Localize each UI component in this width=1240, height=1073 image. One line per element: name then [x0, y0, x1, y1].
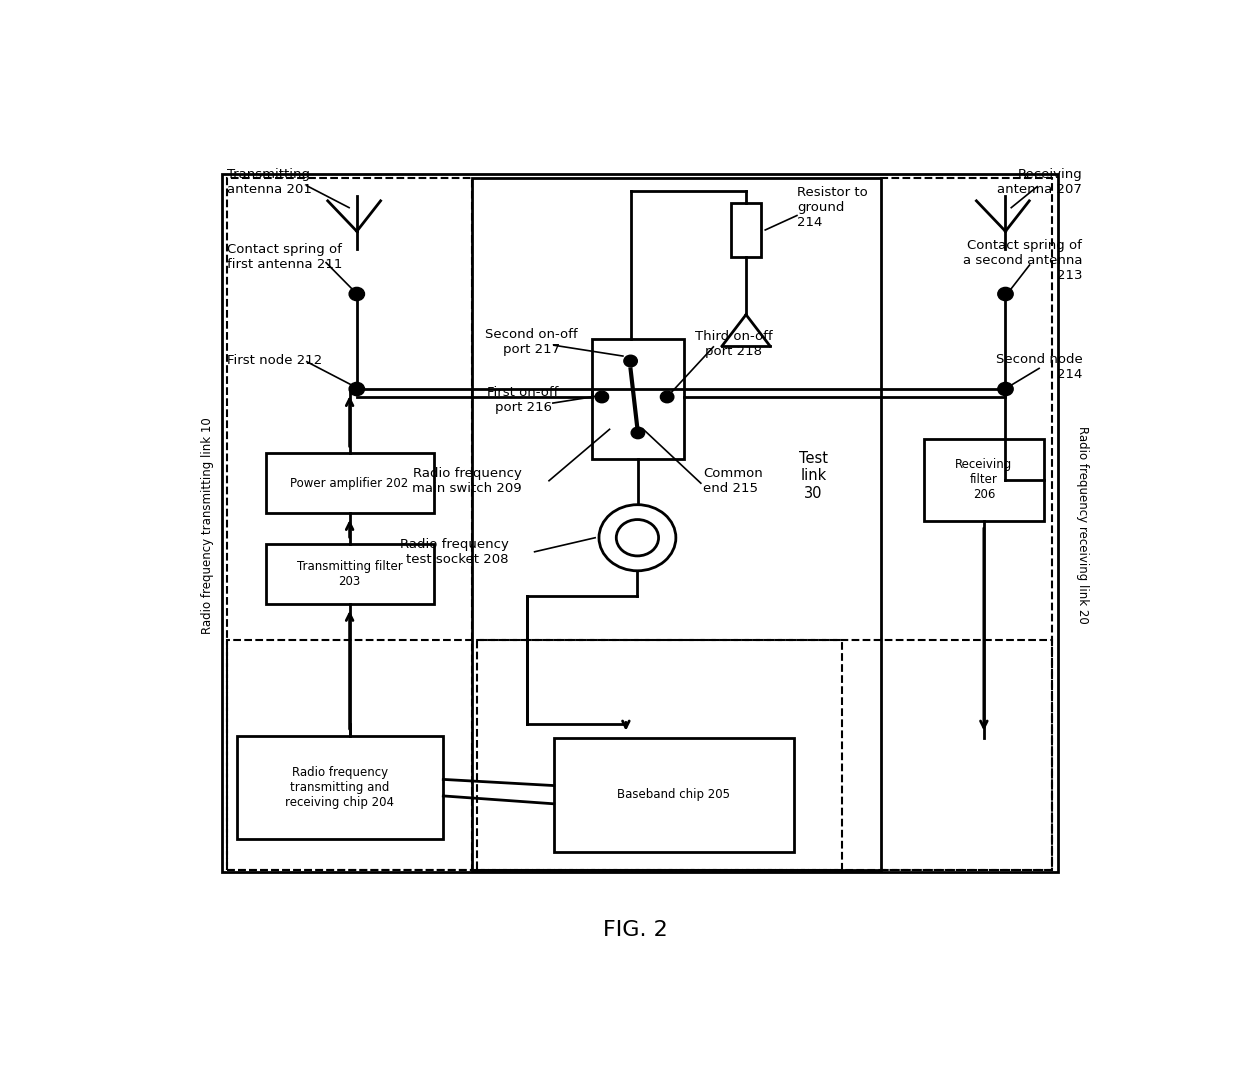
Bar	[730, 203, 761, 256]
Bar	[472, 177, 880, 870]
Circle shape	[631, 427, 645, 439]
Circle shape	[350, 288, 365, 300]
Text: Resistor to
ground
214: Resistor to ground 214	[797, 186, 868, 229]
Bar	[237, 736, 444, 839]
Circle shape	[998, 382, 1013, 396]
Text: First on-off
port 216: First on-off port 216	[487, 386, 559, 414]
Text: Radio frequency
main switch 209: Radio frequency main switch 209	[413, 467, 522, 495]
Circle shape	[599, 504, 676, 571]
Bar	[265, 544, 434, 604]
Circle shape	[998, 288, 1013, 300]
Bar	[924, 439, 1044, 521]
Text: Second node
214: Second node 214	[996, 353, 1083, 381]
Circle shape	[624, 355, 637, 367]
Text: FIG. 2: FIG. 2	[603, 921, 668, 940]
Circle shape	[350, 382, 365, 396]
Text: Third on-off
port 218: Third on-off port 218	[694, 329, 773, 357]
Text: Contact spring of
a second antenna
213: Contact spring of a second antenna 213	[963, 239, 1083, 282]
Text: Radio frequency receiving link 20: Radio frequency receiving link 20	[1076, 426, 1089, 624]
Bar	[477, 641, 842, 870]
Text: Common
end 215: Common end 215	[703, 467, 763, 495]
Text: Receiving
antenna 207: Receiving antenna 207	[997, 168, 1083, 196]
Text: Second on-off
port 217: Second on-off port 217	[485, 328, 578, 356]
Text: Transmitting filter
203: Transmitting filter 203	[296, 560, 403, 588]
Bar	[227, 177, 472, 870]
Text: Contact spring of
first antenna 211: Contact spring of first antenna 211	[227, 242, 342, 270]
Circle shape	[595, 392, 609, 402]
Circle shape	[661, 392, 673, 402]
Text: First node 212: First node 212	[227, 354, 322, 367]
Bar	[593, 339, 683, 459]
Bar	[222, 174, 1058, 872]
Text: Power amplifier 202: Power amplifier 202	[290, 476, 409, 489]
Text: Radio frequency
test socket 208: Radio frequency test socket 208	[399, 538, 508, 565]
Text: Transmitting
antenna 201: Transmitting antenna 201	[227, 168, 312, 196]
Text: Baseband chip 205: Baseband chip 205	[618, 789, 730, 802]
Text: Radio frequency
transmitting and
receiving chip 204: Radio frequency transmitting and receivi…	[285, 766, 394, 809]
Text: Radio frequency transmitting link 10: Radio frequency transmitting link 10	[201, 417, 215, 634]
Bar	[265, 454, 434, 513]
Bar	[880, 177, 1052, 870]
Bar	[227, 641, 1052, 870]
Circle shape	[616, 519, 658, 556]
Text: Test
link
30: Test link 30	[799, 451, 828, 501]
Text: Receiving
filter
206: Receiving filter 206	[955, 458, 1013, 501]
Bar	[554, 737, 794, 852]
